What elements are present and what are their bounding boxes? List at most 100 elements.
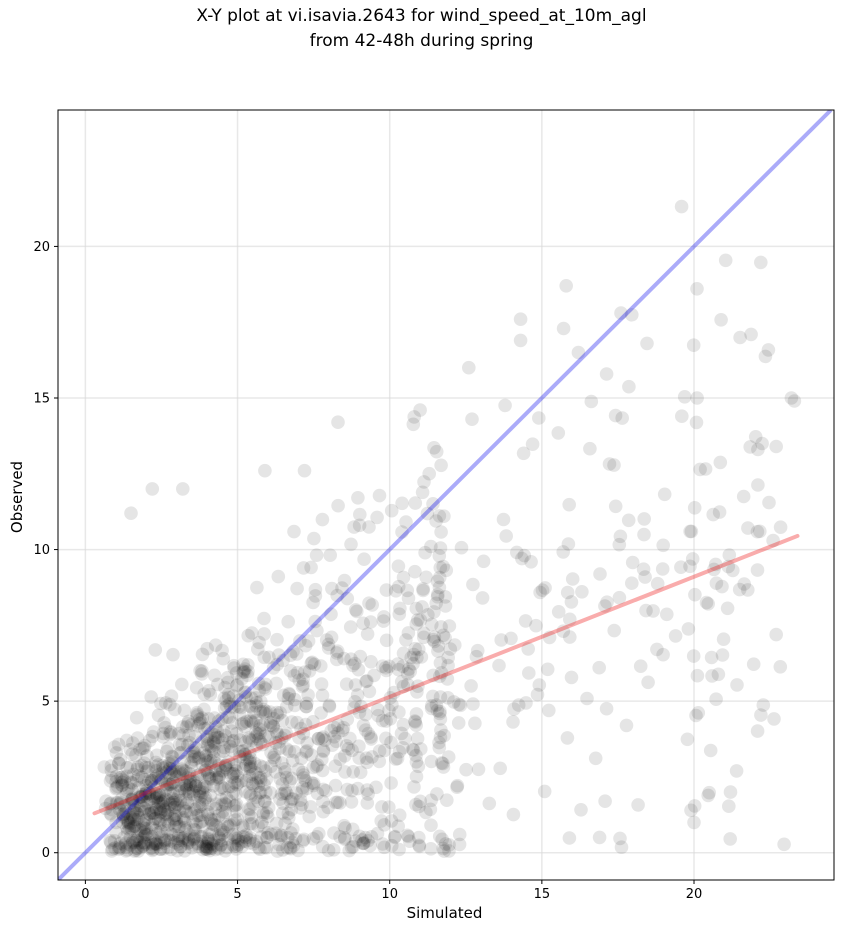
scatter-point bbox=[258, 706, 273, 721]
scatter-point bbox=[224, 743, 239, 757]
scatter-point bbox=[329, 646, 344, 660]
scatter-point bbox=[136, 835, 151, 850]
scatter-point bbox=[227, 766, 241, 781]
scatter-point bbox=[196, 842, 210, 857]
scatter-point bbox=[370, 702, 385, 717]
scatter-point bbox=[164, 842, 178, 857]
scatter-point bbox=[163, 834, 178, 848]
scatter-point bbox=[450, 778, 465, 793]
scatter-point bbox=[260, 830, 274, 845]
scatter-point bbox=[641, 675, 655, 690]
scatter-point bbox=[693, 462, 707, 477]
scatter-point bbox=[270, 657, 285, 672]
scatter-point bbox=[209, 770, 224, 784]
scatter-point bbox=[356, 616, 371, 631]
scatter-point bbox=[145, 774, 159, 788]
scatter-point bbox=[219, 797, 233, 812]
scatter-point bbox=[529, 618, 543, 633]
scatter-point bbox=[195, 711, 210, 725]
scatter-point bbox=[104, 759, 119, 773]
scatter-point bbox=[358, 830, 373, 845]
scatter-point bbox=[542, 703, 556, 718]
scatter-point bbox=[246, 797, 260, 811]
scatter-point bbox=[196, 839, 211, 853]
scatter-point bbox=[307, 657, 322, 672]
scatter-point bbox=[242, 731, 256, 745]
scatter-point bbox=[517, 548, 532, 563]
scatter-point bbox=[121, 781, 136, 795]
scatter-point bbox=[750, 524, 765, 539]
scatter-point bbox=[272, 741, 287, 755]
scatter-point bbox=[338, 765, 352, 779]
scatter-point bbox=[235, 672, 249, 686]
scatter-point bbox=[469, 649, 484, 664]
scatter-point bbox=[330, 652, 344, 667]
scatter-point bbox=[205, 817, 219, 831]
scatter-point bbox=[215, 798, 229, 812]
scatter-point bbox=[129, 833, 143, 848]
scatter-point bbox=[401, 829, 416, 844]
scatter-point bbox=[434, 723, 448, 737]
scatter-point bbox=[273, 828, 288, 842]
scatter-point bbox=[120, 843, 135, 857]
scatter-point bbox=[412, 830, 426, 845]
scatter-point bbox=[163, 724, 178, 739]
scatter-point bbox=[177, 754, 192, 769]
scatter-point bbox=[352, 739, 366, 753]
scatter-point bbox=[231, 831, 245, 846]
scatter-point bbox=[440, 793, 454, 807]
scatter-point bbox=[148, 836, 163, 851]
scatter-point bbox=[191, 751, 206, 766]
scatter-point bbox=[274, 828, 289, 843]
scatter-point bbox=[316, 743, 331, 758]
scatter-point bbox=[213, 745, 227, 759]
scatter-point bbox=[425, 617, 439, 632]
scatter-point bbox=[214, 833, 229, 848]
scatter-point bbox=[286, 838, 301, 853]
scatter-point bbox=[450, 780, 464, 794]
scatter-point bbox=[189, 779, 203, 793]
scatter-point bbox=[708, 557, 723, 572]
scatter-point bbox=[270, 708, 285, 722]
scatter-point bbox=[212, 730, 226, 745]
scatter-point bbox=[275, 777, 290, 791]
scatter-point bbox=[185, 838, 200, 852]
scatter-point bbox=[167, 795, 181, 810]
scatter-point bbox=[751, 478, 765, 492]
scatter-point bbox=[197, 721, 212, 736]
scatter-point bbox=[194, 834, 209, 849]
scatter-point bbox=[278, 816, 292, 831]
scatter-point bbox=[130, 812, 144, 827]
scatter-point bbox=[201, 739, 215, 753]
scatter-point bbox=[258, 729, 272, 743]
scatter-point bbox=[575, 585, 589, 599]
scatter-point bbox=[433, 704, 447, 719]
scatter-point bbox=[372, 488, 387, 503]
scatter-point bbox=[296, 561, 311, 575]
scatter-point bbox=[257, 611, 271, 626]
scatter-point bbox=[281, 614, 296, 629]
scatter-point bbox=[193, 790, 208, 804]
scatter-point bbox=[328, 778, 343, 793]
scatter-point bbox=[148, 834, 163, 848]
scatter-point bbox=[364, 830, 379, 844]
scatter-point bbox=[296, 672, 310, 686]
scatter-point bbox=[227, 799, 241, 813]
scatter-point bbox=[382, 659, 397, 674]
scatter-point bbox=[417, 630, 431, 645]
scatter-point bbox=[316, 804, 331, 819]
scatter-point bbox=[392, 808, 407, 822]
scatter-point bbox=[242, 769, 257, 783]
x-axis-label: Simulated bbox=[406, 904, 483, 922]
scatter-point bbox=[223, 818, 237, 832]
scatter-point bbox=[183, 778, 197, 792]
scatter-point bbox=[220, 840, 234, 855]
scatter-point bbox=[173, 839, 188, 854]
scatter-point bbox=[197, 702, 211, 717]
scatter-point bbox=[232, 707, 247, 722]
scatter-point bbox=[134, 790, 149, 804]
scatter-point bbox=[134, 799, 149, 813]
scatter-point bbox=[119, 844, 133, 858]
scatter-point bbox=[762, 495, 776, 510]
scatter-point bbox=[189, 801, 203, 816]
